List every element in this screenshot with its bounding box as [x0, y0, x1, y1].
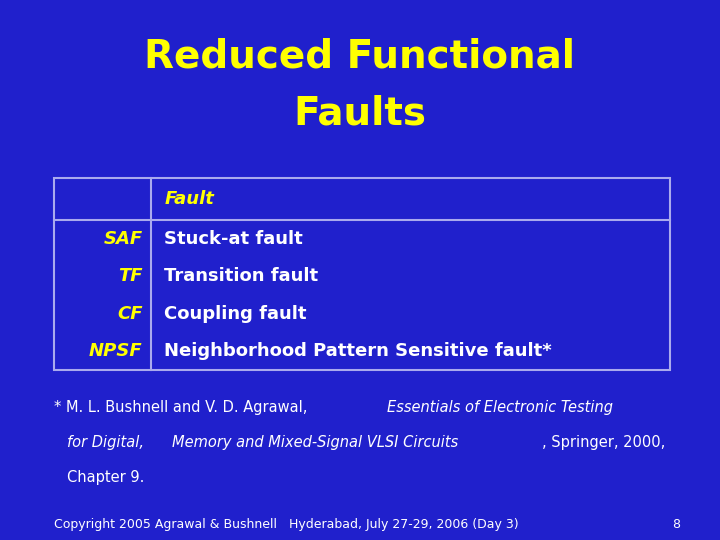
- Text: Transition fault: Transition fault: [164, 267, 318, 286]
- Text: NPSF: NPSF: [89, 342, 143, 360]
- Text: * M. L. Bushnell and V. D. Agrawal,: * M. L. Bushnell and V. D. Agrawal,: [54, 400, 312, 415]
- Text: TF: TF: [118, 267, 143, 286]
- Text: Copyright 2005 Agrawal & Bushnell   Hyderabad, July 27-29, 2006 (Day 3): Copyright 2005 Agrawal & Bushnell Hydera…: [54, 518, 518, 531]
- Text: Coupling fault: Coupling fault: [164, 305, 307, 323]
- Bar: [54, 178, 670, 370]
- Text: CF: CF: [117, 305, 143, 323]
- Text: Memory and Mixed-Signal VLSI Circuits: Memory and Mixed-Signal VLSI Circuits: [172, 435, 459, 450]
- Text: Fault: Fault: [164, 190, 214, 208]
- Text: 8: 8: [672, 518, 680, 531]
- Text: Reduced Functional: Reduced Functional: [145, 38, 575, 76]
- Text: Neighborhood Pattern Sensitive fault*: Neighborhood Pattern Sensitive fault*: [164, 342, 552, 360]
- Text: SAF: SAF: [104, 230, 143, 248]
- Text: , Springer, 2000,: , Springer, 2000,: [541, 435, 665, 450]
- Text: Stuck-at fault: Stuck-at fault: [164, 230, 303, 248]
- Text: Chapter 9.: Chapter 9.: [67, 470, 144, 485]
- Text: Faults: Faults: [294, 94, 426, 132]
- Text: Essentials of Electronic Testing: Essentials of Electronic Testing: [387, 400, 613, 415]
- Text: for Digital,: for Digital,: [67, 435, 148, 450]
